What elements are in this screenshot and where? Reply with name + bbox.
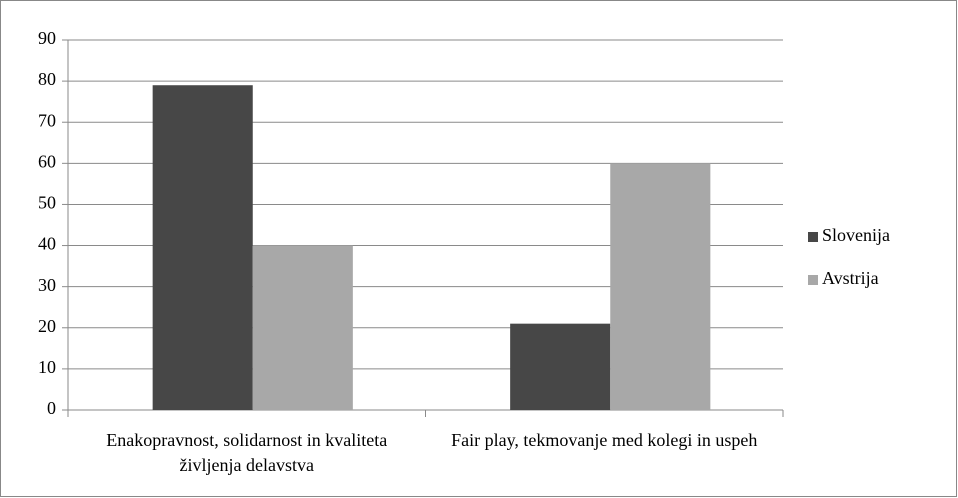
y-tick-label: 60 (38, 151, 56, 171)
y-tick-label: 0 (47, 398, 56, 418)
bar (510, 323, 611, 410)
x-tick-label: Enakopravnost, solidarnost in kvaliteta … (106, 430, 388, 475)
bar (252, 245, 353, 410)
y-tick-label: 40 (38, 234, 56, 254)
y-tick-label: 10 (38, 357, 56, 377)
y-tick-label: 90 (38, 28, 56, 48)
y-tick-label: 30 (38, 275, 56, 295)
legend-label: Avstrija (822, 268, 879, 288)
bar (610, 163, 711, 410)
x-tick-label: Fair play, tekmovanje med kolegi in uspe… (451, 430, 758, 450)
y-tick-label: 80 (38, 69, 56, 89)
y-tick-label: 20 (38, 316, 56, 336)
legend-label: Slovenija (822, 225, 890, 245)
bar (152, 85, 253, 410)
y-tick-label: 50 (38, 193, 56, 213)
legend-swatch (808, 275, 818, 285)
y-tick-label: 70 (38, 110, 56, 130)
legend-swatch (808, 232, 818, 242)
